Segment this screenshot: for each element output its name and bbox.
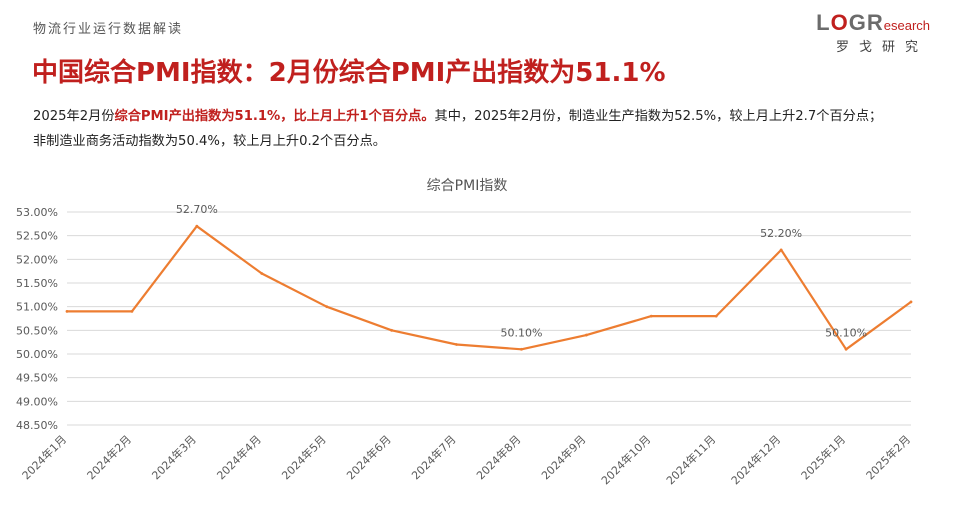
headline: 中国综合PMI指数：2月份综合PMI产出指数为51.1% <box>32 58 666 88</box>
data-point <box>520 347 523 351</box>
data-labels: 52.70% 50.10% 52.20% 50.10% <box>176 203 867 339</box>
x-tick-label: 2024年5月 <box>279 432 329 482</box>
summary-highlight: 综合PMI产出指数为51.1%，比上月上升1个百分点。 <box>114 109 435 124</box>
data-point <box>584 333 588 337</box>
logo-cn-text: 罗戈研究 <box>835 40 928 55</box>
data-point <box>714 314 718 318</box>
logo-letter: L <box>816 10 831 35</box>
x-tick-label: 2025年1月 <box>798 432 848 482</box>
x-tick-label: 2024年6月 <box>344 432 394 482</box>
summary-paragraph: 2025年2月份综合PMI产出指数为51.1%，比上月上升1个百分点。其中，20… <box>33 104 933 154</box>
logo-subtext: esearch <box>883 18 930 33</box>
x-tick-label: 2024年1月 <box>19 432 69 482</box>
x-tick-label: 2024年10月 <box>598 432 653 487</box>
chart: 综合PMI指数 48.50% 49.00% 49.50% 50.00% 50.50% 51… <box>0 170 960 528</box>
logo-letter: R <box>866 10 884 35</box>
x-tick-label: 2024年9月 <box>538 432 588 482</box>
y-tick-label: 51.50% <box>16 277 58 290</box>
y-tick-label: 53.00% <box>16 206 58 219</box>
x-tick-label: 2024年2月 <box>84 432 134 482</box>
x-tick-label: 2024年11月 <box>663 432 718 487</box>
series <box>65 224 913 351</box>
logo-letter: O <box>830 10 849 35</box>
summary-text: 其中，2025年2月份，制造业生产指数为52.5%，较上月上升2.7个百分点； <box>434 109 883 124</box>
data-label: 52.70% <box>176 203 218 216</box>
data-point <box>844 347 848 351</box>
y-tick-label: 49.50% <box>16 372 58 385</box>
y-tick-label: 51.00% <box>16 301 58 314</box>
x-tick-label: 2024年4月 <box>214 432 264 482</box>
line-chart: 综合PMI指数 48.50% 49.00% 49.50% 50.00% 50.50% 51… <box>16 178 913 487</box>
data-point <box>779 248 783 252</box>
data-point <box>195 224 199 228</box>
y-tick-label: 50.00% <box>16 348 58 361</box>
logo-letter: G <box>848 10 867 35</box>
y-tick-label: 52.50% <box>16 230 58 243</box>
y-tick-label: 48.50% <box>16 419 58 432</box>
data-point <box>390 328 394 332</box>
logo: LOGResearch 罗戈研究 <box>770 8 930 55</box>
data-point <box>260 272 264 275</box>
x-axis: 2024年1月 2024年2月 2024年3月 2024年4月 2024年5月 2024年… <box>19 432 913 487</box>
data-point <box>65 310 69 313</box>
series-line <box>65 225 913 351</box>
data-label: 52.20% <box>760 227 802 240</box>
y-tick-label: 49.00% <box>16 395 58 408</box>
data-label: 50.10% <box>500 326 542 339</box>
chart-title: 综合PMI指数 <box>427 178 508 194</box>
data-point <box>130 310 134 313</box>
x-tick-label: 2024年3月 <box>149 432 199 482</box>
summary-text: 非制造业商务活动指数为50.4%，较上月上升0.2个百分点。 <box>33 134 386 149</box>
summary-text: 2025年2月份 <box>33 109 115 124</box>
data-label: 50.10% <box>825 326 867 339</box>
y-tick-label: 50.50% <box>16 324 58 337</box>
x-tick-label: 2024年7月 <box>408 432 458 482</box>
x-tick-label: 2024年12月 <box>728 432 783 487</box>
x-tick-label: 2024年8月 <box>473 432 523 482</box>
data-point <box>909 300 913 304</box>
report-category: 物流行业运行数据解读 <box>33 22 184 37</box>
x-tick-label: 2025年2月 <box>863 432 913 482</box>
data-point <box>455 343 458 346</box>
grid <box>67 211 911 426</box>
data-point <box>325 305 329 309</box>
data-point <box>649 314 653 318</box>
y-axis: 48.50% 49.00% 49.50% 50.00% 50.50% 51.00% 51.5… <box>16 206 58 432</box>
y-tick-label: 52.00% <box>16 253 58 266</box>
